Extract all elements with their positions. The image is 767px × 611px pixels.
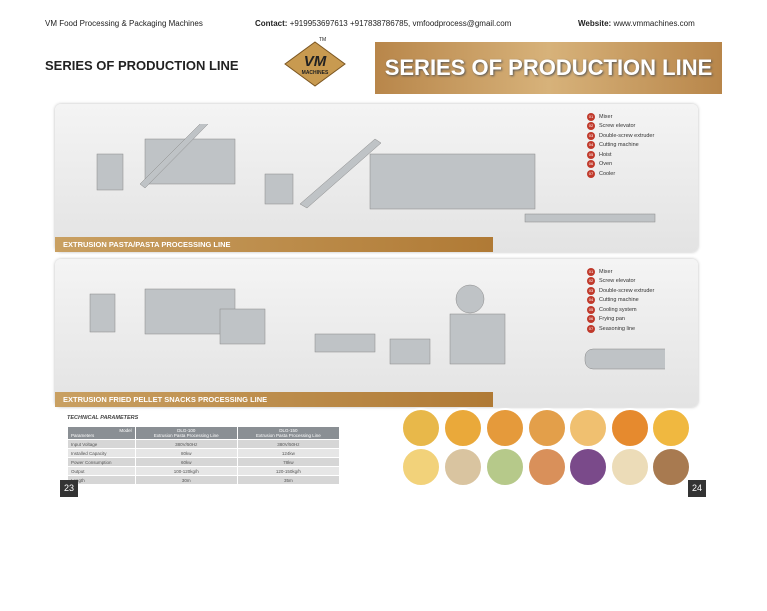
legend-item: 02 Screw elevator [587,122,654,132]
legend-item: 07 Cooler [587,169,654,179]
column-header-line: Extrusion Pasta Processing Line [256,433,321,438]
website-value: www.vmmachines.com [613,19,695,28]
legend-label: Mixer [599,268,613,275]
column-header: DLG-100 Extrusion Pasta Processing Line [134,426,238,440]
page-number: 23 [60,480,78,497]
table-cell: 100-120kg/h [134,466,238,476]
table-cell: Installed Capacity [67,448,136,458]
corner-top: Model [119,428,132,433]
table-row: Power Consumption 60kw 78kw [67,457,341,467]
logo: VM MACHINES TM [284,37,346,87]
legend-number: 06 [587,160,595,169]
legend-item: 05 Hoist [587,150,654,160]
legend-number: 04 [587,141,595,150]
legend-item: 01 Mixer [587,112,654,122]
banner: SERIES OF PRODUCTION LINE [375,42,722,94]
page-number: 24 [688,480,706,497]
legend-item: 01 Mixer [587,267,654,277]
legend-number: 03 [587,131,595,140]
legend-number: 06 [587,315,595,324]
table-cell: 60kw [134,457,238,467]
table-cell: Input Voltage [67,439,136,449]
table-cell: 380V/50Hz [134,439,238,449]
corner-bottom: Parameters [71,433,95,438]
legend-label: Seasoning line [599,325,636,332]
legend: 01 Mixer 02 Screw elevator 03 Double-screw ex… [587,267,654,334]
legend-label: Screw elevator [599,278,636,285]
corner-cell: Model Parameters [67,426,136,440]
column-header-line: DLG-150 [279,428,298,433]
website: Website: www.vmmachines.com [578,19,695,28]
legend-label: Mixer [599,113,613,120]
legend-item: 03 Double-screw extruder [587,131,654,141]
column-header-line: DLG-100 [177,428,196,433]
legend-item: 03 Double-screw extruder [587,286,654,296]
legend-label: Cutting machine [599,297,639,304]
column-header: DLG-150 Extrusion Pasta Processing Line [236,426,341,440]
line-panel: EXTRUSION FRIED PELLET SNACKS PROCESSING… [55,259,698,407]
table-cell: 78kw [236,457,341,467]
legend-label: Cutting machine [599,142,639,149]
contact-value: +919953697613 +917838786785, vmfoodproce… [289,19,512,28]
table-cell: 30m [134,475,238,485]
legend-number: 01 [587,112,595,121]
legend-label: Screw elevator [599,123,636,130]
legend-item: 07 Seasoning line [587,324,654,334]
website-label: Website: [578,19,612,28]
table-title: TECHNICAL PARAMETERS [67,415,139,421]
products [401,408,691,487]
table-cell: Power Consumption [67,457,136,467]
line-panel: EXTRUSION PASTA/PASTA PROCESSING LINE 01… [55,104,698,252]
logo-tm: TM [319,37,326,43]
legend-number: 07 [587,169,595,178]
legend-item: 06 Frying pan [587,315,654,325]
caption: EXTRUSION FRIED PELLET SNACKS PROCESSING… [55,392,493,407]
table-cell: Output [67,466,136,476]
table-cell: 380V/50Hz [236,439,341,449]
legend-label: Cooler [599,170,616,177]
logo-text: VM [304,53,327,70]
legend-label: Frying pan [599,316,625,323]
title-left: SERIES OF PRODUCTION LINE [45,58,239,73]
table-cell: 35m [236,475,341,485]
legend-item: 02 Screw elevator [587,277,654,287]
column-header-line: Extrusion Pasta Processing Line [153,433,219,438]
table-cell: 124kw [236,448,341,458]
legend-number: 07 [587,324,595,333]
contact-label: Contact: [255,19,288,28]
table-row: Output 100-120kg/h 120-150kg/h [67,466,341,476]
legend-number: 02 [587,122,595,131]
legend-number: 05 [587,150,595,159]
table-header: Model Parameters DLG-100 Extrusion Pasta Pr… [67,426,341,440]
logo-shape [284,41,346,87]
legend-number: 04 [587,296,595,305]
legend-label: Double-screw extruder [599,287,655,294]
table-cell: 80kw [134,448,238,458]
legend-item: 04 Cutting machine [587,141,654,151]
legend-label: Double-screw extruder [599,132,655,139]
legend-label: Oven [599,161,613,168]
table-cell: 120-150kg/h [236,466,341,476]
machines [89,284,665,370]
company: VM Food Processing & Packaging Machines [45,19,203,28]
legend-label: Hoist [599,151,612,158]
table-row: Input Voltage 380V/50Hz 380V/50Hz [67,439,341,449]
legend-item: 04 Cutting machine [587,296,654,306]
legend-number: 03 [587,286,595,295]
table-row: Length30m35m [67,475,341,485]
table-row: Installed Capacity 80kw 124kw [67,448,341,458]
legend-number: 05 [587,305,595,314]
parameters-table: Model Parameters DLG-100 Extrusion Pasta Pr… [67,426,341,485]
legend-number: 01 [587,267,595,276]
legend: 01 Mixer 02 Screw elevator 03 Double-screw ex… [587,112,654,179]
legend-number: 02 [587,277,595,286]
logo-sub: MACHINES [302,70,329,76]
legend-label: Cooling system [599,306,637,313]
legend-item: 06 Oven [587,160,654,170]
contact: Contact: +919953697613 +917838786785, vm… [255,19,511,28]
machines [96,124,656,223]
caption: EXTRUSION PASTA/PASTA PROCESSING LINE [55,237,493,252]
legend-item: 05 Cooling system [587,305,654,315]
